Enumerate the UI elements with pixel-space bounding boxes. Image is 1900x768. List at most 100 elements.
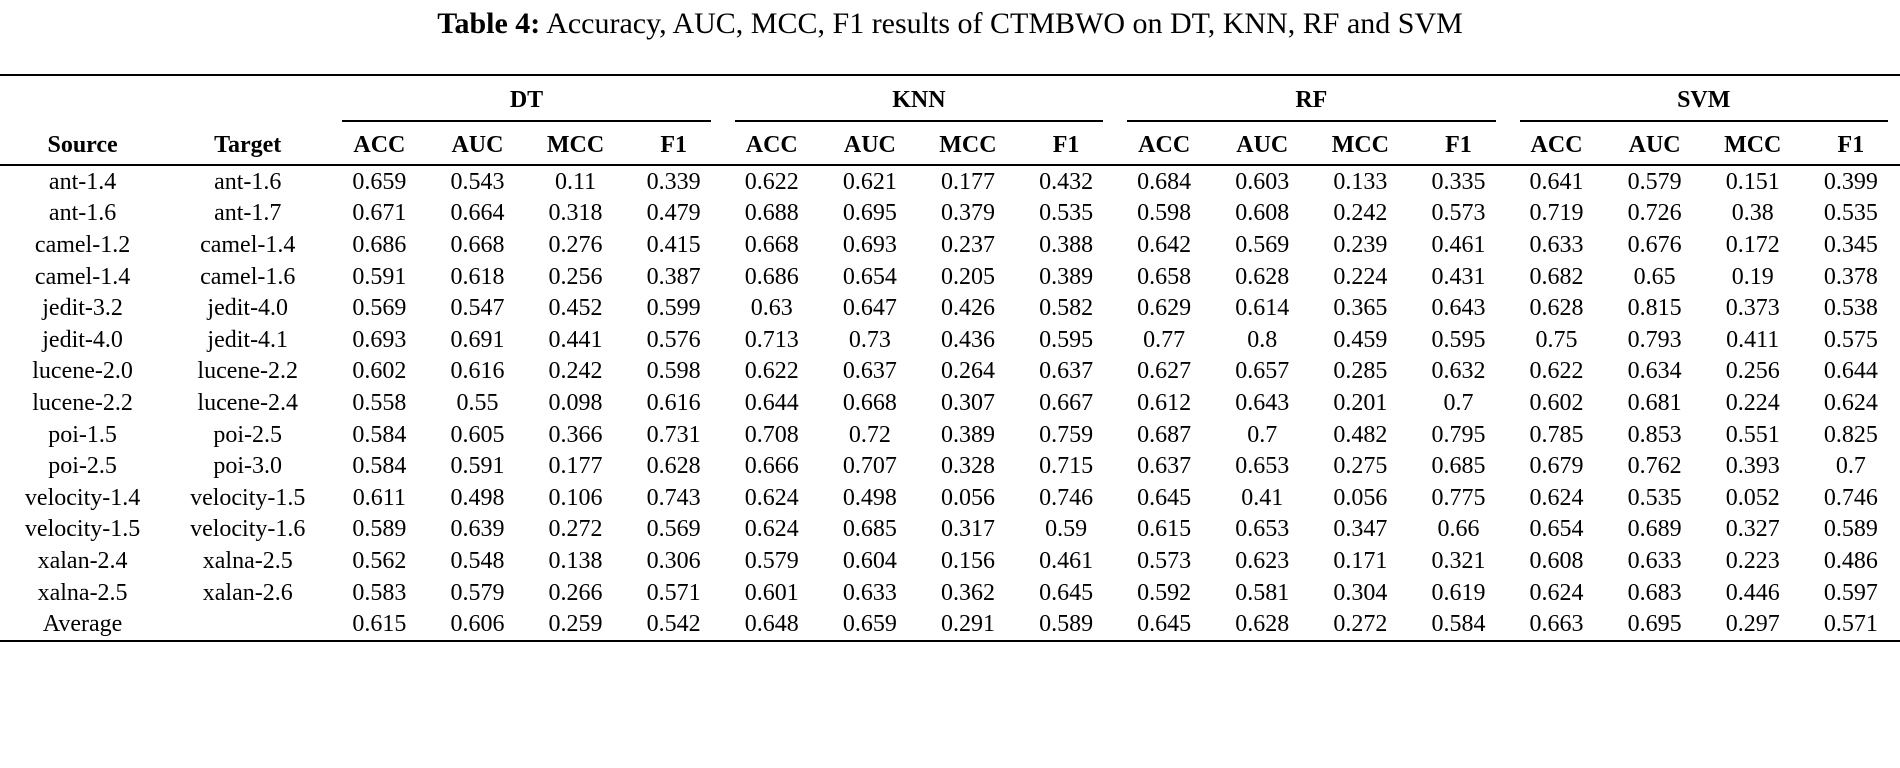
value-cell: 0.573	[1431, 200, 1486, 227]
value-cell: 0.171	[1333, 547, 1388, 574]
value-cell: 0.615	[330, 608, 429, 642]
value-cell: 0.373	[1725, 295, 1780, 322]
value-cell: 0.052	[1725, 484, 1780, 511]
value-cell: 0.654	[1529, 516, 1584, 543]
value-cell: 0.7	[1835, 453, 1866, 480]
value-cell: 0.562	[352, 547, 407, 574]
value-cell: 0.569	[352, 295, 407, 322]
value-cell: 0.641	[1529, 168, 1584, 195]
table-row: camel-1.4 camel-1.6 0.591 0.618 0.256 0.387 0.…	[0, 261, 1900, 293]
value-cell: 0.347	[1333, 516, 1388, 543]
value-cell: 0.59	[1045, 516, 1088, 543]
group-label: KNN	[734, 81, 1104, 122]
value-cell: 0.224	[1333, 263, 1388, 290]
value-cell: 0.775	[1431, 484, 1486, 511]
metric-header-rf-f1: F1	[1409, 126, 1508, 166]
target-cell	[165, 608, 331, 642]
metric-header-dt-acc: ACC	[330, 126, 429, 166]
value-cell: 0.643	[1431, 295, 1486, 322]
value-cell: 0.327	[1725, 516, 1780, 543]
value-cell: 0.634	[1627, 358, 1682, 385]
value-cell: 0.75	[1535, 326, 1578, 353]
source-cell: jedit-4.0	[42, 326, 123, 353]
value-cell: 0.106	[548, 484, 603, 511]
value-cell: 0.602	[1529, 389, 1584, 416]
value-cell: 0.602	[352, 358, 407, 385]
value-cell: 0.441	[548, 326, 603, 353]
table-row: xalan-2.4 xalna-2.5 0.562 0.548 0.138 0.306 0.…	[0, 545, 1900, 577]
value-cell: 0.608	[1529, 547, 1584, 574]
value-cell: 0.666	[744, 453, 799, 480]
metric-header-rf-acc: ACC	[1115, 126, 1214, 166]
value-cell: 0.461	[1039, 547, 1094, 574]
value-cell: 0.746	[1039, 484, 1094, 511]
value-cell: 0.547	[450, 295, 505, 322]
value-cell: 0.7	[1247, 421, 1278, 448]
value-cell: 0.628	[1213, 608, 1312, 642]
target-cell: jedit-4.0	[207, 295, 289, 322]
value-cell: 0.426	[940, 295, 995, 322]
value-cell: 0.726	[1627, 200, 1682, 227]
value-cell: 0.639	[450, 516, 505, 543]
header-spacer	[0, 75, 165, 126]
value-cell: 0.628	[646, 453, 701, 480]
group-header-dt: DT	[330, 75, 722, 126]
value-cell: 0.317	[940, 516, 995, 543]
value-cell: 0.73	[848, 326, 891, 353]
value-cell: 0.746	[1823, 484, 1878, 511]
value-cell: 0.459	[1333, 326, 1388, 353]
group-label: RF	[1127, 81, 1496, 122]
metric-header-knn-f1: F1	[1017, 126, 1116, 166]
table-body: ant-1.4 ant-1.6 0.659 0.543 0.11 0.339 0.622 0.…	[0, 165, 1900, 642]
value-cell: 0.581	[1235, 579, 1290, 606]
target-cell: poi-2.5	[213, 421, 283, 448]
target-cell: poi-3.0	[213, 453, 283, 480]
value-cell: 0.335	[1431, 168, 1486, 195]
source-cell: poi-2.5	[48, 453, 117, 480]
value-cell: 0.411	[1726, 326, 1780, 353]
target-cell: camel-1.6	[200, 263, 296, 290]
value-cell: 0.644	[744, 389, 799, 416]
value-cell: 0.297	[1703, 608, 1802, 642]
value-cell: 0.614	[1235, 295, 1290, 322]
value-cell: 0.584	[1409, 608, 1508, 642]
value-cell: 0.264	[940, 358, 995, 385]
value-cell: 0.571	[1801, 608, 1900, 642]
value-cell: 0.591	[352, 263, 407, 290]
source-cell: ant-1.4	[48, 168, 117, 195]
value-cell: 0.687	[1137, 421, 1192, 448]
value-cell: 0.307	[940, 389, 995, 416]
value-cell: 0.177	[940, 168, 995, 195]
value-cell: 0.664	[450, 200, 505, 227]
value-cell: 0.628	[1235, 263, 1290, 290]
value-cell: 0.172	[1725, 231, 1780, 258]
value-cell: 0.759	[1039, 421, 1094, 448]
value-cell: 0.55	[456, 389, 499, 416]
value-cell: 0.691	[450, 326, 505, 353]
value-cell: 0.659	[820, 608, 919, 642]
value-cell: 0.056	[1333, 484, 1388, 511]
target-cell: ant-1.6	[214, 168, 282, 195]
table-row: camel-1.2 camel-1.4 0.686 0.668 0.276 0.415 0.…	[0, 229, 1900, 261]
value-cell: 0.606	[428, 608, 527, 642]
source-cell: Average	[0, 608, 166, 642]
value-cell: 0.388	[1039, 231, 1094, 258]
value-cell: 0.795	[1431, 421, 1486, 448]
value-cell: 0.446	[1725, 579, 1780, 606]
value-cell: 0.624	[1529, 579, 1584, 606]
value-cell: 0.683	[1627, 579, 1682, 606]
value-cell: 0.616	[450, 358, 505, 385]
table-row: jedit-4.0 jedit-4.1 0.693 0.691 0.441 0.576 0.…	[0, 324, 1900, 356]
value-cell: 0.582	[1039, 295, 1094, 322]
value-cell: 0.452	[548, 295, 603, 322]
value-cell: 0.654	[842, 263, 897, 290]
metric-header-svm-mcc: MCC	[1703, 126, 1802, 166]
value-cell: 0.237	[940, 231, 995, 258]
source-cell: xalan-2.4	[37, 547, 128, 574]
metric-header-svm-auc: AUC	[1605, 126, 1704, 166]
value-cell: 0.645	[1115, 608, 1214, 642]
value-cell: 0.177	[548, 453, 603, 480]
value-cell: 0.389	[940, 421, 995, 448]
value-cell: 0.535	[1039, 200, 1094, 227]
value-cell: 0.387	[646, 263, 701, 290]
